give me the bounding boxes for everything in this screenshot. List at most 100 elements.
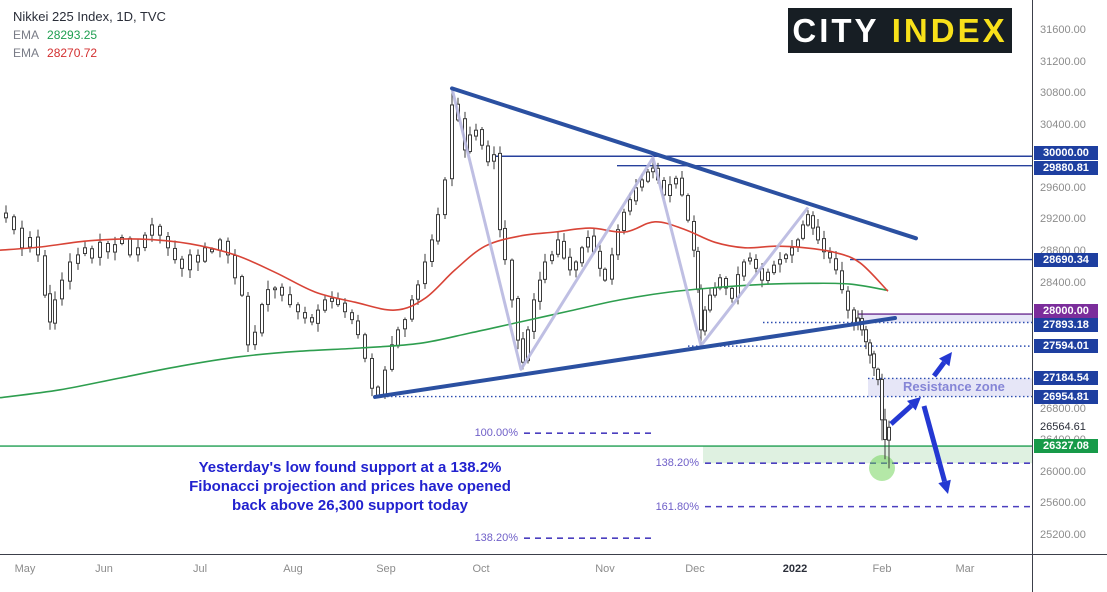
candle-body	[876, 368, 880, 381]
annotation-arrow[interactable]	[932, 360, 947, 378]
y-axis-label: 30400.00	[1040, 118, 1086, 131]
x-axis-label: 2022	[782, 563, 808, 575]
candle-body	[532, 299, 536, 332]
candle-body	[864, 329, 868, 343]
candle-body	[811, 215, 815, 229]
candle-body	[20, 227, 24, 249]
candle-body	[510, 259, 514, 301]
candle-body	[390, 344, 394, 370]
ema-fast-line[interactable]	[0, 220, 889, 311]
candle-body	[772, 264, 776, 274]
candle-body	[703, 309, 707, 332]
candle-body	[880, 378, 884, 421]
candle-body	[203, 247, 207, 262]
candle-body	[640, 179, 644, 188]
candle-body	[543, 261, 547, 280]
candle-body	[310, 317, 314, 323]
annotation-arrow[interactable]	[889, 403, 914, 426]
candle-body	[686, 195, 690, 221]
zone-band[interactable]	[868, 378, 1032, 397]
candle-body	[603, 268, 607, 281]
candle-body	[288, 294, 292, 306]
candle-body	[816, 226, 820, 241]
resistance-zone-label[interactable]: Resistance zone	[903, 379, 1005, 394]
candle-body	[436, 214, 440, 242]
candle-body	[550, 254, 554, 262]
candle-body	[742, 261, 746, 277]
trendline[interactable]	[450, 86, 918, 241]
candle-body	[872, 353, 876, 369]
candle-body	[503, 227, 507, 261]
price-label-box: 28690.34	[1034, 252, 1098, 267]
candle-body	[303, 312, 307, 319]
candle-body	[143, 234, 147, 249]
candle-body	[674, 177, 678, 185]
price-label-box: 28000.00	[1034, 304, 1098, 319]
logo-index-text: INDEX	[891, 11, 1008, 49]
candle-body	[240, 276, 244, 296]
candle-body	[651, 167, 655, 173]
candle-body	[113, 244, 117, 253]
ema-indicator-row[interactable]: EMA 28270.72	[13, 46, 166, 60]
candle-body	[253, 331, 257, 346]
zigzag-pattern-line[interactable]	[450, 88, 810, 371]
zone-band[interactable]	[703, 446, 1032, 464]
candle-body	[43, 255, 47, 296]
annotation-line: Yesterday's low found support at a 138.2…	[198, 459, 502, 476]
x-axis-label: Sep	[376, 563, 396, 575]
candle-body	[610, 254, 614, 280]
fib-label: 100.00%	[474, 427, 518, 440]
candle-body	[766, 271, 770, 282]
candle-body	[330, 297, 334, 302]
support-highlight-circle[interactable]	[869, 454, 895, 481]
candle-body	[150, 224, 154, 236]
y-axis-label: 29600.00	[1040, 181, 1086, 194]
candle-body	[323, 299, 327, 311]
y-axis-label: 25600.00	[1040, 497, 1086, 510]
trendline[interactable]	[373, 316, 897, 399]
price-label-box: 29880.81	[1034, 160, 1098, 175]
price-label-box: 27893.18	[1034, 317, 1098, 332]
x-axis-label: Dec	[685, 563, 705, 575]
candle-body	[568, 256, 572, 271]
annotation-arrowhead	[906, 397, 921, 411]
candle-body	[834, 258, 838, 271]
candle-body	[598, 250, 602, 269]
candle-body	[724, 278, 728, 289]
price-label-box: 26327.08	[1034, 439, 1098, 454]
candle-body	[887, 426, 891, 441]
ema-label: EMA	[13, 28, 40, 42]
symbol-title[interactable]: Nikkei 225 Index, 1D, TVC	[13, 9, 166, 24]
candle-body	[343, 302, 347, 313]
x-axis-label: Nov	[595, 563, 615, 575]
annotation-arrow[interactable]	[921, 405, 947, 483]
annotation-line: Fibonacci projection and prices have ope…	[189, 478, 511, 495]
x-axis-label: May	[14, 563, 36, 575]
candle-body	[806, 214, 810, 226]
candle-body	[316, 309, 320, 324]
x-axis-label: Jun	[95, 563, 113, 575]
candle-body	[586, 237, 590, 248]
candle-body	[383, 369, 387, 396]
candle-body	[106, 243, 110, 253]
y-axis-label: 26800.00	[1040, 402, 1086, 415]
candle-body	[12, 216, 16, 231]
candle-body	[273, 287, 277, 291]
candle-body	[680, 177, 684, 196]
candle-body	[801, 224, 805, 239]
y-axis-label: 31200.00	[1040, 55, 1086, 68]
ema-indicator-row[interactable]: EMA 28293.25	[13, 28, 166, 42]
fib-label: 138.20%	[474, 532, 518, 545]
candle-body	[60, 279, 64, 300]
candle-body	[166, 236, 170, 249]
zone-band[interactable]	[858, 314, 1032, 323]
city-index-logo: CITY INDEX	[788, 8, 1012, 53]
candle-body	[790, 247, 794, 256]
candle-body	[280, 286, 284, 296]
annotation-arrowhead	[938, 479, 951, 494]
analysis-annotation[interactable]: Yesterday's low found support at a 138.2…	[183, 458, 517, 515]
ema-slow-line[interactable]	[0, 282, 889, 399]
candle-body	[218, 239, 222, 251]
candle-body	[699, 287, 703, 331]
